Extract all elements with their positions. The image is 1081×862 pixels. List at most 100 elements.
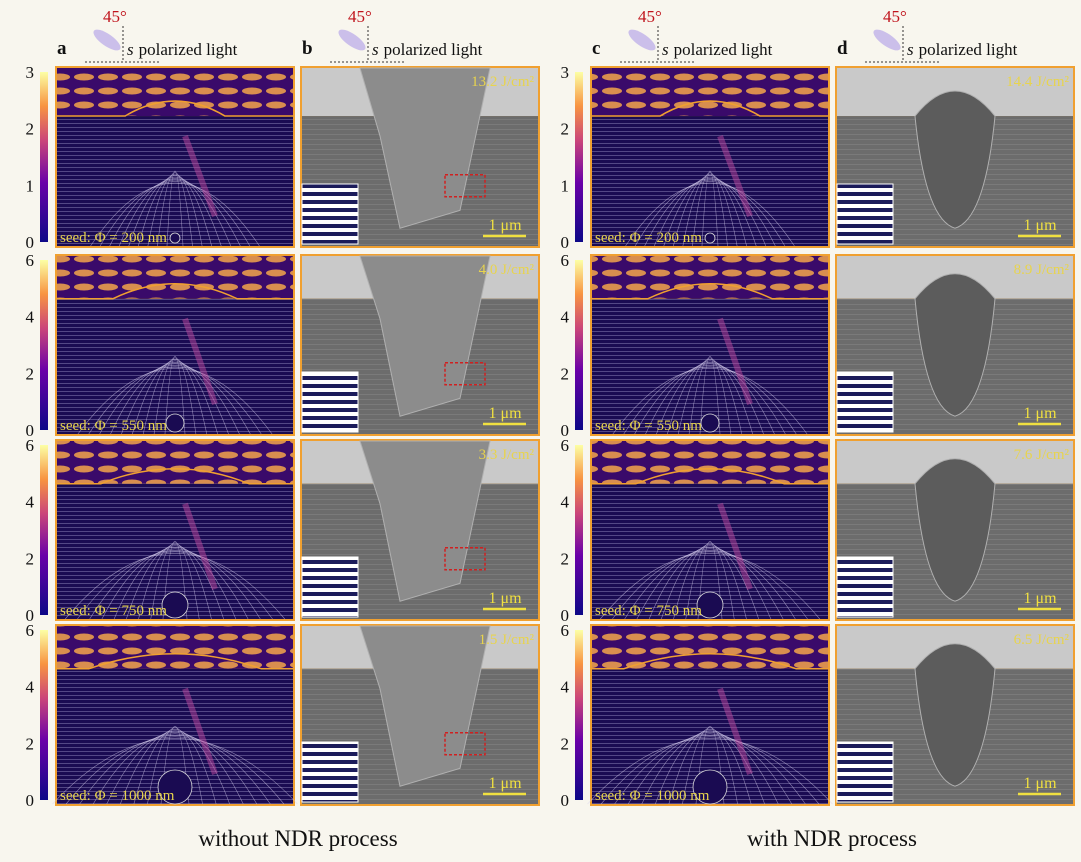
colorbar [575,72,583,242]
scale-bar-label: 1 μm [1023,775,1057,792]
fluence-label: 3.3 J/cm² [479,447,535,463]
seed [701,414,719,432]
colorbar-tick-label: 2 [561,364,570,383]
sim-panel: seed: Φ = 1000 nm [588,624,833,806]
colorbar-tick-label: 6 [26,621,35,640]
colorbar [575,445,583,615]
seed-label: seed: Φ = 750 nm [60,603,167,619]
sem-panel: 6.5 J/cm² 1 μm [835,624,1075,806]
angle-label: 45° [883,7,907,26]
sem-panel: 8.9 J/cm² 1 μm [835,254,1075,436]
colorbar-tick-label: 2 [561,734,570,753]
pol-symbol: s [907,40,914,59]
colorbar-tick-label: 4 [561,308,570,327]
sem-panel: 1.5 J/cm² 1 μm [300,624,540,806]
colorbar-tick-label: 3 [26,63,35,82]
field-top [592,256,828,299]
pol-symbol: s [662,40,669,59]
field-top [57,68,293,116]
seed-label: seed: Φ = 1000 nm [595,788,710,804]
inset [837,742,893,802]
fluence-label: 8.9 J/cm² [1014,262,1070,278]
scale-bar-label: 1 μm [488,590,522,607]
angle-label: 45° [103,7,127,26]
scale-bar-label: 1 μm [1023,405,1057,422]
sem-panel: 3.3 J/cm² 1 μm [300,439,540,621]
fluence-label: 14.4 J/cm² [1006,74,1069,90]
light-label: s polarized light [907,40,1018,59]
seed [166,414,184,432]
colorbar-tick-label: 6 [26,436,35,455]
figure: 45°aspolarized light45°bspolarized light… [0,0,1081,862]
sim-panel: seed: Φ = 750 nm [590,439,830,621]
seed [705,233,715,243]
sim-panel: seed: Φ = 550 nm [590,254,830,436]
field-layers [57,116,293,246]
colorbar-tick-label: 6 [26,251,35,270]
scale-bar-label: 1 μm [488,217,522,234]
colorbar [575,260,583,430]
colorbar [40,445,48,615]
caption: with NDR process [747,826,917,851]
colorbar-tick-label: 6 [561,251,570,270]
colorbar-tick-label: 3 [561,63,570,82]
sim-panel: seed: Φ = 200 nm [590,66,830,248]
panel-label: d [837,38,848,59]
panel-label: a [57,38,67,59]
scale-bar-label: 1 μm [488,775,522,792]
fluence-label: 1.5 J/cm² [479,632,535,648]
field-top [592,626,828,669]
sem-panel: 7.6 J/cm² 1 μm [835,439,1075,621]
inset [302,372,358,432]
caption: without NDR process [198,826,397,851]
light-text: polarized light [919,40,1018,59]
colorbar-tick-label: 2 [26,120,35,139]
light-text: polarized light [674,40,773,59]
colorbar-tick-label: 2 [26,364,35,383]
field-top [57,626,293,669]
colorbar-tick-label: 4 [26,493,35,512]
light-text: polarized light [139,40,238,59]
inset [837,184,893,244]
colorbar [40,72,48,242]
colorbar-tick-label: 0 [26,233,35,252]
seed-label: seed: Φ = 200 nm [595,230,702,246]
colorbar-tick-label: 1 [561,176,570,195]
colorbar-tick-label: 4 [26,678,35,697]
fluence-label: 7.6 J/cm² [1014,447,1070,463]
seed-label: seed: Φ = 1000 nm [60,788,175,804]
scale-bar-label: 1 μm [1023,590,1057,607]
colorbar-tick-label: 4 [561,678,570,697]
colorbar-tick-label: 1 [26,176,35,195]
colorbar-tick-label: 0 [561,791,570,810]
fluence-label: 13.2 J/cm² [471,74,534,90]
field-top [592,68,828,116]
sem-panel: 13.2 J/cm² 1 μm [300,66,540,248]
field-top [592,441,828,484]
pol-symbol: s [127,40,134,59]
field-layers [592,116,828,246]
scale-bar-label: 1 μm [488,405,522,422]
sim-panel: seed: Φ = 550 nm [55,254,295,436]
colorbar-tick-label: 0 [26,791,35,810]
fluence-label: 6.5 J/cm² [1014,632,1070,648]
seed-label: seed: Φ = 750 nm [595,603,702,619]
colorbar-tick-label: 2 [561,120,570,139]
inset [302,557,358,617]
inset [837,557,893,617]
colorbar [575,630,583,800]
colorbar-tick-label: 2 [26,734,35,753]
seed-label: seed: Φ = 550 nm [595,418,702,434]
colorbar-tick-label: 4 [26,308,35,327]
sem-panel: 14.4 J/cm²1 μm [835,66,1075,248]
colorbar [40,630,48,800]
pol-symbol: s [372,40,379,59]
inset [302,742,358,802]
colorbar [40,260,48,430]
field-top [57,256,293,299]
sim-panel: seed: Φ = 750 nm [55,439,295,621]
colorbar-tick-label: 6 [561,621,570,640]
angle-label: 45° [348,7,372,26]
